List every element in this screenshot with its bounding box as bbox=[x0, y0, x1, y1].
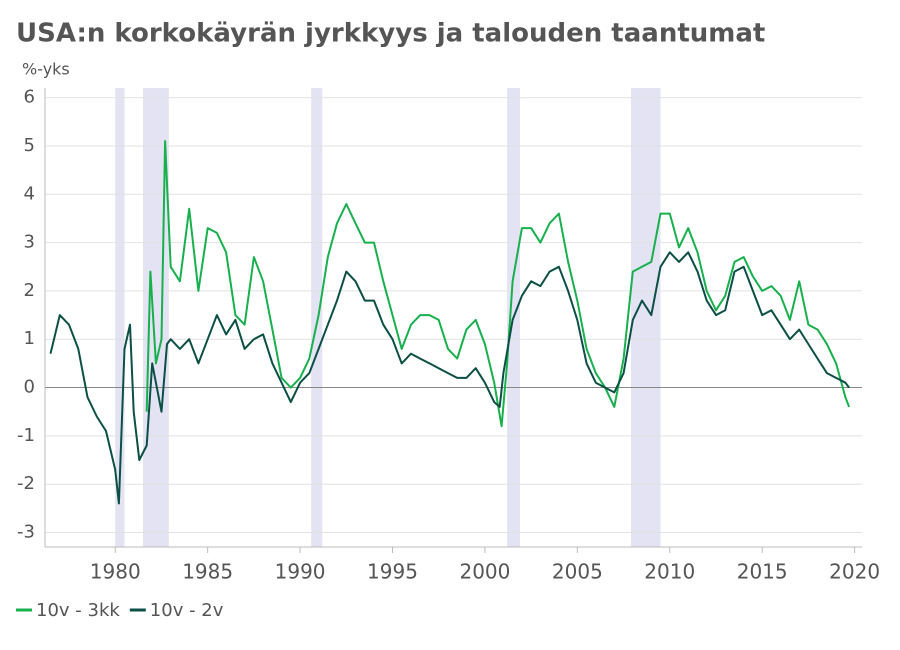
x-tick-label: 2020 bbox=[829, 560, 880, 584]
chart-title: USA:n korkokäyrän jyrkkyys ja talouden t… bbox=[16, 19, 765, 49]
x-tick-label: 1990 bbox=[275, 560, 326, 584]
y-tick-label: 1 bbox=[24, 328, 35, 349]
x-tick-label: 2000 bbox=[459, 560, 510, 584]
x-tick-label: 2005 bbox=[552, 560, 603, 584]
series-line bbox=[49, 251, 850, 505]
x-tick-label: 1985 bbox=[182, 560, 233, 584]
legend-label: 10v - 3kk bbox=[36, 600, 120, 621]
x-tick-label: 1980 bbox=[90, 560, 141, 584]
x-tick-label: 2015 bbox=[737, 560, 788, 584]
y-axis-label: %-yks bbox=[22, 60, 70, 79]
recession-band bbox=[115, 88, 125, 547]
y-tick-label: 6 bbox=[24, 87, 35, 108]
y-tick-label: -2 bbox=[17, 473, 35, 494]
y-tick-label: 0 bbox=[24, 377, 35, 398]
legend-label: 10v - 2v bbox=[150, 600, 224, 621]
y-tick-label: 3 bbox=[24, 232, 35, 253]
recession-band bbox=[630, 88, 661, 547]
y-tick-label: 5 bbox=[24, 135, 35, 156]
y-tick-label: -1 bbox=[17, 425, 35, 446]
y-tick-label: 2 bbox=[24, 280, 35, 301]
x-tick-label: 2010 bbox=[644, 560, 695, 584]
y-tick-label: -3 bbox=[17, 522, 35, 543]
y-tick-label: 4 bbox=[24, 183, 35, 204]
recession-band bbox=[311, 88, 323, 547]
x-tick-label: 1995 bbox=[367, 560, 418, 584]
series-line bbox=[145, 140, 851, 428]
